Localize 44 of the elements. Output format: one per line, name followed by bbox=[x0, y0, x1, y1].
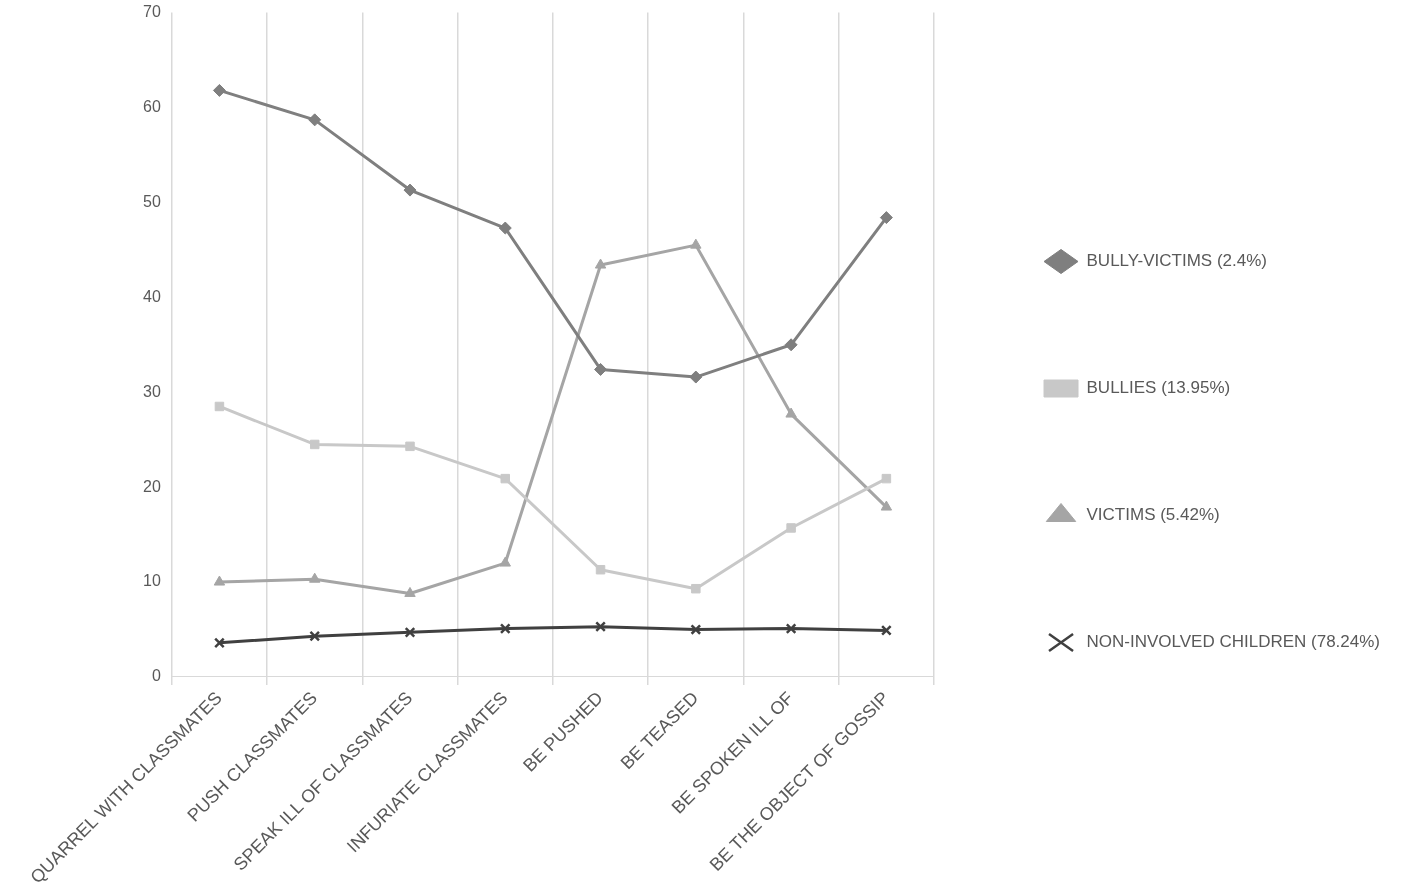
point bbox=[403, 183, 417, 197]
y-tick-label: 30 bbox=[143, 382, 161, 400]
point bbox=[499, 556, 511, 567]
point bbox=[879, 211, 893, 225]
point bbox=[880, 624, 892, 636]
point bbox=[404, 626, 416, 638]
point bbox=[213, 637, 225, 649]
point bbox=[880, 500, 893, 511]
point bbox=[500, 473, 511, 484]
point bbox=[689, 370, 703, 384]
point bbox=[785, 623, 797, 635]
point bbox=[404, 586, 416, 597]
point bbox=[595, 564, 606, 575]
point bbox=[212, 83, 226, 97]
y-tick-label: 0 bbox=[151, 667, 161, 685]
y-tick-label: 10 bbox=[143, 572, 161, 590]
legend-label: NON-INVOLVED CHILDREN (78.24%) bbox=[1086, 632, 1381, 652]
point bbox=[691, 583, 701, 594]
point bbox=[784, 338, 798, 352]
legend-label: VICTIMS (5.42%) bbox=[1086, 505, 1220, 525]
point bbox=[881, 473, 892, 484]
point bbox=[309, 630, 321, 642]
point bbox=[690, 238, 702, 249]
point bbox=[594, 258, 607, 269]
point bbox=[214, 401, 225, 412]
y-tick-label: 50 bbox=[143, 192, 161, 210]
point bbox=[594, 362, 608, 376]
point bbox=[213, 575, 226, 586]
y-tick-label: 60 bbox=[143, 97, 161, 115]
point bbox=[405, 441, 415, 452]
point bbox=[785, 407, 797, 418]
point bbox=[308, 113, 322, 127]
legend-label: BULLIES (13.95%) bbox=[1086, 378, 1231, 398]
y-tick-label: 70 bbox=[143, 3, 161, 21]
point bbox=[309, 439, 320, 450]
point bbox=[498, 221, 512, 235]
point bbox=[690, 624, 702, 635]
point bbox=[786, 523, 796, 533]
point bbox=[499, 623, 511, 635]
y-tick-label: 40 bbox=[143, 287, 161, 305]
point bbox=[309, 572, 321, 583]
legend-label: BULLY-VICTIMS (2.4%) bbox=[1086, 251, 1267, 271]
y-tick-label: 20 bbox=[143, 477, 161, 495]
point bbox=[595, 621, 607, 633]
